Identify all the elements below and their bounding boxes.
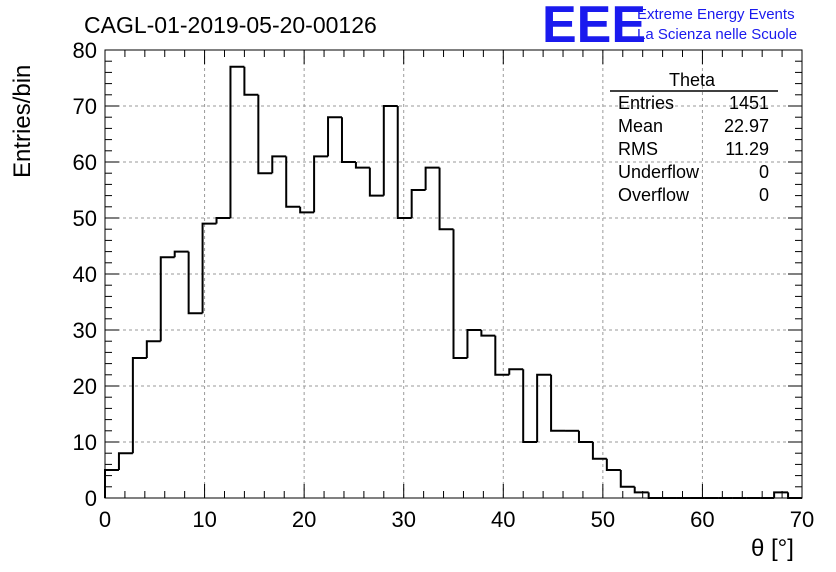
histogram-bin [494, 335, 510, 376]
histogram-bin [327, 116, 342, 157]
histogram-bin [354, 162, 370, 169]
histogram-bin [619, 470, 635, 488]
stats-label-rms: RMS [618, 139, 658, 159]
y-tick-label: 20 [73, 374, 97, 399]
y-tick-label: 30 [73, 318, 97, 343]
histogram-bin [340, 117, 356, 163]
stats-label-underflow: Underflow [618, 162, 700, 182]
stats-histogram-name: Theta [669, 70, 716, 90]
histogram-bin [396, 106, 412, 219]
stats-box: Theta Entries 1451 Mean 22.97 RMS 11.29 … [610, 70, 778, 205]
histogram-bin [438, 167, 454, 231]
histogram-bin [480, 330, 496, 337]
logo-line-2: La Scienza nelle Scuole [637, 26, 797, 43]
y-tick-label: 0 [85, 486, 97, 511]
histogram-bin [522, 369, 538, 443]
histogram-bin [466, 329, 482, 358]
x-tick-labels: 0 10 20 30 40 50 60 70 [99, 507, 814, 532]
stats-label-entries: Entries [618, 93, 674, 113]
histogram-bin [773, 491, 789, 498]
stats-value-mean: 22.97 [724, 116, 769, 136]
histogram-bin [382, 105, 398, 196]
histogram-bin [243, 66, 259, 96]
stats-label-mean: Mean [618, 116, 663, 136]
x-axis-title: θ [°] [751, 535, 794, 562]
axis-ticks [104, 49, 803, 499]
y-axis-title: Entries/bin [9, 65, 36, 178]
histogram-bin [577, 430, 593, 443]
histogram-bin [424, 166, 440, 190]
histogram-bin [201, 222, 217, 314]
histogram-bin [159, 256, 175, 342]
histogram-bin [285, 156, 301, 208]
histogram-bin [257, 94, 273, 175]
x-tick-label: 40 [491, 507, 515, 532]
x-tick-label: 50 [591, 507, 615, 532]
x-tick-label: 60 [690, 507, 714, 532]
stats-value-underflow: 0 [759, 162, 769, 182]
stats-value-rms: 11.29 [725, 139, 769, 159]
stats-value-entries: 1451 [729, 93, 769, 113]
histogram-bin [368, 167, 384, 197]
logo-line-1: Extreme Energy Events [637, 6, 795, 23]
x-tick-label: 10 [192, 507, 216, 532]
histogram-bin [313, 155, 329, 213]
histogram-bin [299, 206, 315, 214]
histogram-bin [633, 486, 649, 494]
chart-title: CAGL-01-2019-05-20-00126 [84, 12, 377, 38]
y-tick-label: 80 [73, 38, 97, 63]
histogram-bin [187, 251, 203, 315]
y-tick-label: 50 [73, 206, 97, 231]
histogram-bin [508, 368, 524, 375]
histogram-bin [145, 340, 161, 358]
histogram-bin [591, 442, 607, 460]
y-tick-label: 70 [73, 94, 97, 119]
histogram-bin [605, 458, 621, 471]
x-tick-label: 70 [790, 507, 814, 532]
histogram-bin [131, 357, 147, 454]
experiment-logo: EEE Extreme Energy Events La Scienza nel… [542, 0, 797, 54]
histogram-bin [536, 373, 552, 442]
y-tick-label: 10 [73, 430, 97, 455]
histogram-bin [452, 229, 468, 359]
stats-value-overflow: 0 [759, 185, 769, 205]
x-tick-label: 20 [292, 507, 316, 532]
histogram-bin [215, 217, 231, 224]
histogram-bin [271, 155, 287, 174]
histogram-bin [229, 65, 245, 218]
histogram-bin [550, 374, 566, 432]
histogram-bin [173, 250, 189, 258]
x-tick-label: 30 [391, 507, 415, 532]
y-tick-label: 60 [73, 150, 97, 175]
histogram-bin [410, 189, 426, 218]
histogram-bin [117, 452, 133, 470]
y-tick-labels: 0 10 20 30 40 50 60 70 80 [73, 38, 97, 511]
y-tick-label: 40 [73, 262, 97, 287]
logo-mark: EEE [542, 0, 646, 54]
x-tick-label: 0 [99, 507, 111, 532]
stats-label-overflow: Overflow [618, 185, 690, 205]
